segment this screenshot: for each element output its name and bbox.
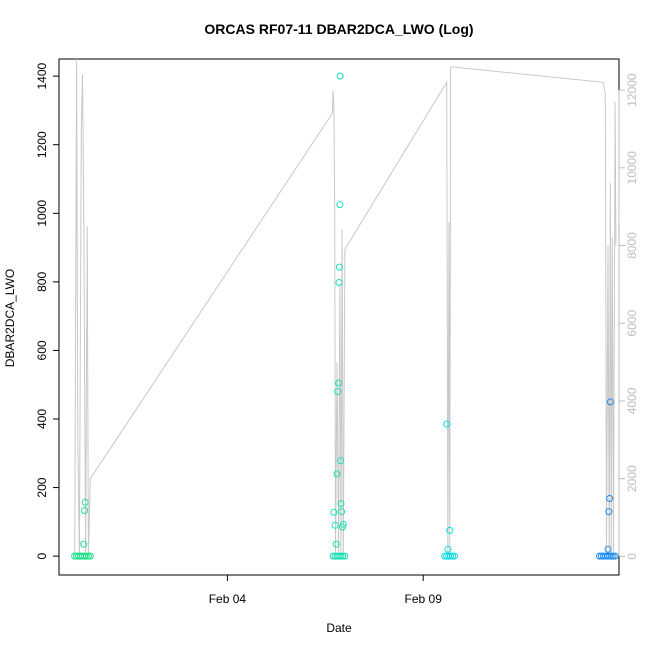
data-point (451, 552, 458, 560)
data-point (335, 263, 343, 271)
y-tick-label: 1000 (35, 200, 49, 227)
y-tick-label: 1200 (35, 131, 49, 158)
data-point (337, 457, 345, 465)
y-tick-label: 200 (35, 477, 49, 497)
y2-tick-label: 12000 (625, 73, 639, 107)
y2-tick-label: 6000 (625, 310, 639, 337)
data-point (336, 72, 344, 80)
y2-tick-label: 8000 (625, 232, 639, 259)
data-point (609, 552, 617, 560)
data-point (446, 526, 454, 534)
data-point (82, 552, 90, 560)
data-point (607, 552, 615, 560)
data-point (444, 545, 452, 553)
data-point (606, 495, 614, 502)
data-point (330, 508, 338, 516)
data-point (449, 552, 457, 560)
x-tick-label: Feb 09 (405, 592, 443, 606)
y-tick-label: 0 (35, 552, 49, 559)
data-point (339, 552, 347, 560)
data-point (335, 379, 343, 387)
data-point (81, 507, 88, 514)
data-point (605, 508, 613, 516)
data-point (333, 470, 341, 478)
y2-tick-label: 0 (625, 553, 639, 560)
data-point (81, 498, 89, 506)
data-point (447, 552, 455, 560)
x-axis: Feb 04 Feb 09 (209, 574, 443, 606)
points-layer (71, 72, 619, 560)
y-tick-label: 600 (35, 340, 49, 360)
y-tick-label: 400 (35, 409, 49, 429)
data-point (86, 552, 94, 560)
data-point (338, 508, 346, 516)
data-point (331, 521, 339, 529)
data-point (334, 388, 342, 396)
data-point (84, 552, 92, 560)
y-axis-left: 0 200 400 600 800 1000 1200 1400 (35, 62, 60, 559)
y-axis-right: 0 2000 4000 6000 8000 10000 12000 (618, 73, 639, 560)
data-point (611, 552, 619, 560)
x-tick-label: Feb 04 (209, 592, 247, 606)
data-point (606, 398, 614, 406)
data-point (337, 500, 345, 508)
y-tick-label: 800 (35, 272, 49, 292)
data-point (604, 545, 612, 553)
data-point (443, 420, 451, 428)
y2-tick-label: 2000 (625, 465, 639, 492)
data-point (336, 201, 344, 209)
chart-title: ORCAS RF07-11 DBAR2DCA_LWO (Log) (204, 21, 473, 37)
y-axis-title: DBAR2DCA_LWO (3, 269, 17, 367)
data-point (339, 520, 347, 528)
x-axis-title: Date (326, 621, 352, 635)
y2-tick-label: 4000 (625, 387, 639, 414)
y-tick-label: 1400 (35, 62, 49, 89)
y2-tick-label: 10000 (625, 151, 639, 185)
data-point (332, 540, 340, 548)
data-point (337, 552, 345, 560)
data-point (80, 540, 88, 548)
data-point (341, 552, 349, 560)
data-point (335, 279, 343, 286)
secondary-line-layer (74, 58, 617, 557)
secondary-series-line (74, 58, 617, 557)
